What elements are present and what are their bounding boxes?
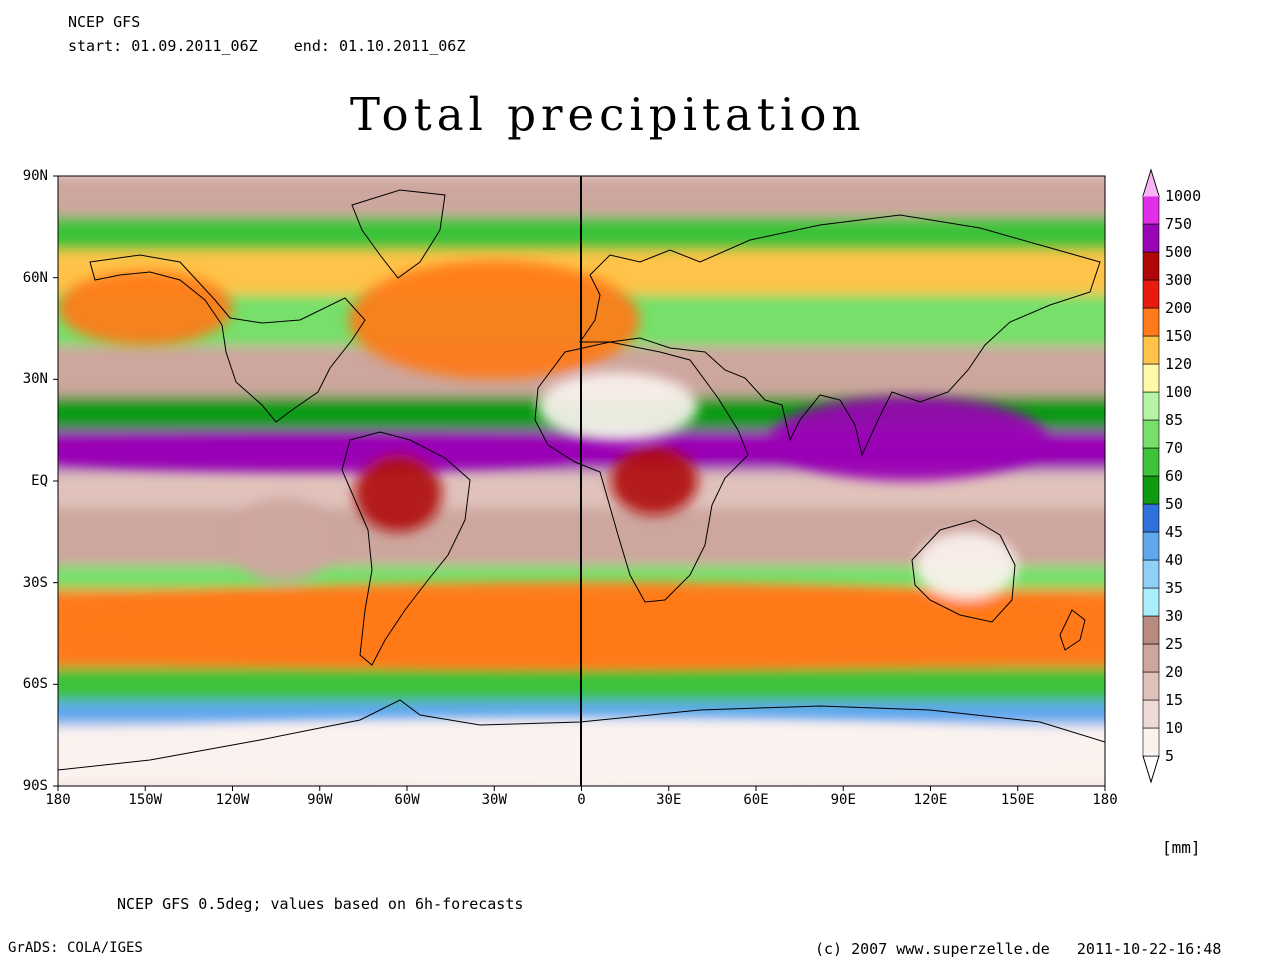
colorbar-level-label: 50 — [1165, 495, 1184, 513]
colorbar-level-label: 20 — [1165, 663, 1184, 681]
zone-sahara-dry — [537, 372, 698, 441]
colorbar-level-label: 150 — [1165, 327, 1193, 345]
lon-tick-label: 30W — [481, 792, 507, 808]
start-time: 01.09.2011_06Z — [131, 37, 258, 55]
colorbar-swatch — [1142, 279, 1160, 309]
north-america-outline — [89, 254, 366, 423]
australia-outline — [911, 519, 1016, 623]
zone-north-atlantic-storm-track — [348, 260, 640, 380]
start-label: start: — [68, 37, 123, 55]
colorbar-swatch — [1142, 727, 1160, 757]
lon-tick-label: 90W — [307, 792, 333, 808]
time-range: start: 01.09.2011_06Z end: 01.10.2011_06… — [68, 37, 465, 55]
colorbar-swatch — [1142, 251, 1160, 281]
africa-outline — [534, 341, 749, 603]
lon-tick-label: 90E — [830, 792, 856, 808]
zone-southeast-pacific-dry — [232, 497, 335, 583]
colorbar-level-label: 120 — [1165, 355, 1193, 373]
colorbar-level-label: 100 — [1165, 383, 1193, 401]
lon-tick-label: 120E — [913, 792, 948, 808]
lon-tick-label: 150E — [1000, 792, 1035, 808]
colorbar-level-label: 500 — [1165, 243, 1193, 261]
lat-tick-label: 90N — [22, 168, 48, 184]
lon-tick-label: 150W — [128, 792, 163, 808]
south-america-outline — [341, 431, 471, 666]
colorbar-bottom-arrow — [1142, 755, 1160, 784]
lat-tick-label: 90S — [22, 778, 48, 794]
end-label: end: — [293, 37, 330, 55]
lon-tick-label: 180 — [1092, 792, 1118, 808]
colorbar-swatch — [1142, 503, 1160, 533]
colorbar-level-label: 1000 — [1165, 187, 1202, 205]
lon-tick-label: 180 — [45, 792, 71, 808]
lon-tick-label: 60E — [743, 792, 769, 808]
lat-tick-label: 60S — [22, 676, 48, 693]
colorbar-max-swatch — [1144, 172, 1158, 196]
colorbar-level-label: 35 — [1165, 579, 1184, 597]
colorbar-level-label: 45 — [1165, 523, 1184, 541]
unit-label: [mm] — [1162, 838, 1201, 857]
colorbar-swatch — [1142, 447, 1160, 477]
map-field — [58, 176, 1105, 786]
colorbar-swatch — [1142, 419, 1160, 449]
zone-australia-dry — [915, 531, 1018, 600]
colorbar-swatch — [1142, 195, 1160, 225]
colorbar-swatch — [1142, 699, 1160, 729]
generation-timestamp: 2011-10-22-16:48 — [1076, 940, 1222, 958]
colorbar-level-label: 200 — [1165, 299, 1193, 317]
colorbar-swatch — [1142, 335, 1160, 365]
lon-tick-label: 30E — [656, 792, 682, 808]
zone-asia-monsoon — [770, 396, 1047, 481]
colorbar-level-label: 300 — [1165, 271, 1193, 289]
colorbar-level-label: 70 — [1165, 439, 1184, 457]
colorbar — [1142, 168, 1160, 784]
colorbar-swatch — [1142, 307, 1160, 337]
model-name: NCEP GFS — [68, 13, 141, 31]
new-zealand-outline — [1059, 609, 1086, 651]
antarctica-coastline — [58, 699, 1105, 771]
colorbar-swatch — [1142, 531, 1160, 561]
colorbar-swatch — [1142, 363, 1160, 393]
colorbar-level-label: 750 — [1165, 215, 1193, 233]
map-title: Total precipitation — [350, 88, 866, 141]
data-source-note: NCEP GFS 0.5deg; values based on 6h-fore… — [117, 895, 524, 913]
lat-tick-label: 30S — [22, 574, 48, 591]
zone-north-pacific-storm-track — [58, 270, 233, 346]
lon-tick-label: 120W — [215, 792, 250, 808]
greenland-outline — [351, 189, 446, 279]
colorbar-swatch — [1142, 615, 1160, 645]
colorbar-level-label: 15 — [1165, 691, 1184, 709]
colorbar-level-label: 30 — [1165, 607, 1184, 625]
lon-tick-label: 60W — [394, 792, 420, 808]
lat-tick-label: 60N — [22, 269, 48, 286]
axis-ticks — [53, 175, 1106, 791]
lat-tick-label: 30N — [22, 371, 48, 388]
precipitation-zones — [58, 260, 1105, 786]
eurasia-outline — [579, 214, 1101, 457]
copyright-text: (c) 2007 www.superzelle.de — [815, 940, 1050, 958]
zone-amazon-rain — [354, 453, 442, 532]
copyright-credit: (c) 2007 www.superzelle.de 2011-10-22-16… — [815, 940, 1221, 958]
colorbar-swatch — [1142, 475, 1160, 505]
colorbar-swatch — [1142, 671, 1160, 701]
zone-itcz-pacific-atlantic — [58, 440, 567, 471]
colorbar-level-label: 25 — [1165, 635, 1184, 653]
zone-central-africa-rain — [610, 447, 698, 515]
coastlines — [58, 189, 1105, 771]
colorbar-level-label: 60 — [1165, 467, 1184, 485]
colorbar-swatch — [1142, 643, 1160, 673]
colorbar-level-label: 40 — [1165, 551, 1184, 569]
lat-tick-label: EQ — [31, 473, 48, 489]
colorbar-swatch — [1142, 587, 1160, 617]
software-credit: GrADS: COLA/IGES — [8, 940, 143, 956]
colorbar-level-label: 5 — [1165, 747, 1175, 765]
end-time: 01.10.2011_06Z — [338, 37, 466, 55]
colorbar-swatch — [1142, 223, 1160, 253]
colorbar-swatch — [1142, 559, 1160, 589]
lon-tick-label: 0 — [577, 792, 586, 808]
colorbar-level-label: 10 — [1165, 719, 1184, 737]
colorbar-level-label: 85 — [1165, 411, 1184, 429]
colorbar-swatch — [1142, 391, 1160, 421]
